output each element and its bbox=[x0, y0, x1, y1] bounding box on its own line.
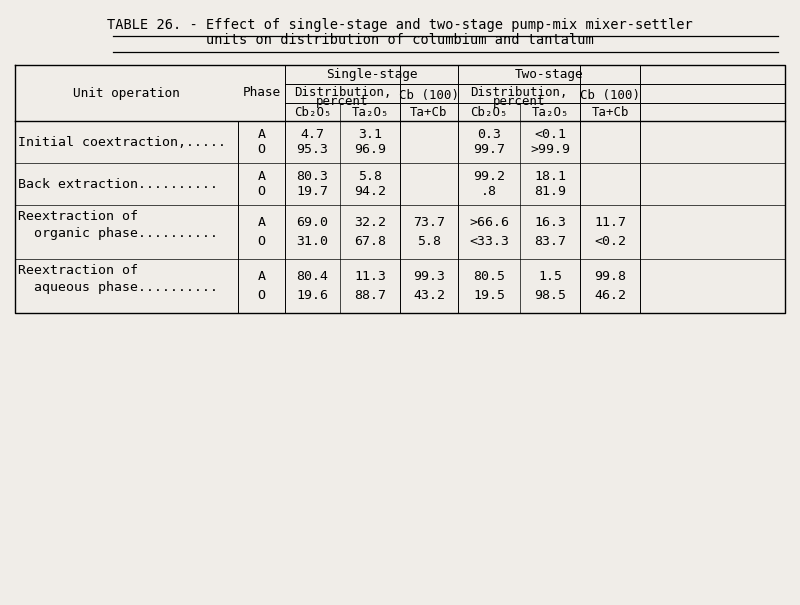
Text: 99.2: 99.2 bbox=[473, 171, 505, 183]
Text: <33.3: <33.3 bbox=[469, 235, 509, 247]
Text: Cb₂O₅: Cb₂O₅ bbox=[470, 105, 508, 119]
Text: Phase: Phase bbox=[242, 87, 281, 99]
Text: 80.3: 80.3 bbox=[297, 171, 329, 183]
Text: Ta+Cb: Ta+Cb bbox=[410, 105, 448, 119]
Text: percent: percent bbox=[316, 96, 369, 108]
Text: 81.9: 81.9 bbox=[534, 185, 566, 198]
Text: 32.2: 32.2 bbox=[354, 217, 386, 229]
Text: A: A bbox=[258, 270, 266, 283]
Text: A: A bbox=[258, 171, 266, 183]
Text: 83.7: 83.7 bbox=[534, 235, 566, 247]
Text: Two-stage: Two-stage bbox=[514, 68, 583, 81]
Text: 94.2: 94.2 bbox=[354, 185, 386, 198]
Text: O: O bbox=[258, 289, 266, 302]
Text: Ta₂O₅: Ta₂O₅ bbox=[531, 105, 569, 119]
Text: 98.5: 98.5 bbox=[534, 289, 566, 302]
Text: 18.1: 18.1 bbox=[534, 171, 566, 183]
Text: 11.3: 11.3 bbox=[354, 270, 386, 283]
Text: aqueous phase..........: aqueous phase.......... bbox=[18, 281, 218, 293]
Text: A: A bbox=[258, 128, 266, 142]
Text: percent: percent bbox=[493, 96, 546, 108]
Text: O: O bbox=[258, 235, 266, 247]
Text: Cb₂O₅: Cb₂O₅ bbox=[294, 105, 331, 119]
Text: 99.3: 99.3 bbox=[413, 270, 445, 283]
Text: 16.3: 16.3 bbox=[534, 217, 566, 229]
Text: Cb (100): Cb (100) bbox=[399, 88, 459, 102]
Text: <0.1: <0.1 bbox=[534, 128, 566, 142]
Text: 80.5: 80.5 bbox=[473, 270, 505, 283]
Text: >99.9: >99.9 bbox=[530, 143, 570, 155]
Text: Single-stage: Single-stage bbox=[326, 68, 418, 81]
Text: 69.0: 69.0 bbox=[297, 217, 329, 229]
Text: 73.7: 73.7 bbox=[413, 217, 445, 229]
Text: Unit operation: Unit operation bbox=[73, 87, 180, 99]
Text: Ta+Cb: Ta+Cb bbox=[591, 105, 629, 119]
Text: Initial coextraction,.....: Initial coextraction,..... bbox=[18, 136, 226, 148]
Text: .8: .8 bbox=[481, 185, 497, 198]
Text: Reextraction of: Reextraction of bbox=[18, 211, 138, 223]
Text: <0.2: <0.2 bbox=[594, 235, 626, 247]
Text: Cb (100): Cb (100) bbox=[580, 88, 640, 102]
Text: 5.8: 5.8 bbox=[358, 171, 382, 183]
Text: organic phase..........: organic phase.......... bbox=[18, 227, 218, 240]
Text: 0.3: 0.3 bbox=[477, 128, 501, 142]
Text: O: O bbox=[258, 185, 266, 198]
Text: 31.0: 31.0 bbox=[297, 235, 329, 247]
Text: 88.7: 88.7 bbox=[354, 289, 386, 302]
Text: >66.6: >66.6 bbox=[469, 217, 509, 229]
Text: Distribution,: Distribution, bbox=[470, 87, 568, 99]
Text: A: A bbox=[258, 217, 266, 229]
Text: 19.7: 19.7 bbox=[297, 185, 329, 198]
Text: 4.7: 4.7 bbox=[301, 128, 325, 142]
Text: 95.3: 95.3 bbox=[297, 143, 329, 155]
Text: units on distribution of columbium and tantalum: units on distribution of columbium and t… bbox=[206, 33, 594, 47]
Text: Reextraction of: Reextraction of bbox=[18, 264, 138, 277]
Text: 19.5: 19.5 bbox=[473, 289, 505, 302]
Text: 46.2: 46.2 bbox=[594, 289, 626, 302]
Text: 11.7: 11.7 bbox=[594, 217, 626, 229]
Text: 1.5: 1.5 bbox=[538, 270, 562, 283]
Text: Back extraction..........: Back extraction.......... bbox=[18, 177, 218, 191]
Text: 99.7: 99.7 bbox=[473, 143, 505, 155]
Text: 5.8: 5.8 bbox=[417, 235, 441, 247]
Text: 99.8: 99.8 bbox=[594, 270, 626, 283]
Text: O: O bbox=[258, 143, 266, 155]
Text: 43.2: 43.2 bbox=[413, 289, 445, 302]
Text: 96.9: 96.9 bbox=[354, 143, 386, 155]
Text: TABLE 26. - Effect of single-stage and two-stage pump-mix mixer-settler: TABLE 26. - Effect of single-stage and t… bbox=[107, 18, 693, 32]
Text: 19.6: 19.6 bbox=[297, 289, 329, 302]
Text: Ta₂O₅: Ta₂O₅ bbox=[351, 105, 389, 119]
Text: 67.8: 67.8 bbox=[354, 235, 386, 247]
Text: 3.1: 3.1 bbox=[358, 128, 382, 142]
Text: 80.4: 80.4 bbox=[297, 270, 329, 283]
Text: Distribution,: Distribution, bbox=[294, 87, 391, 99]
